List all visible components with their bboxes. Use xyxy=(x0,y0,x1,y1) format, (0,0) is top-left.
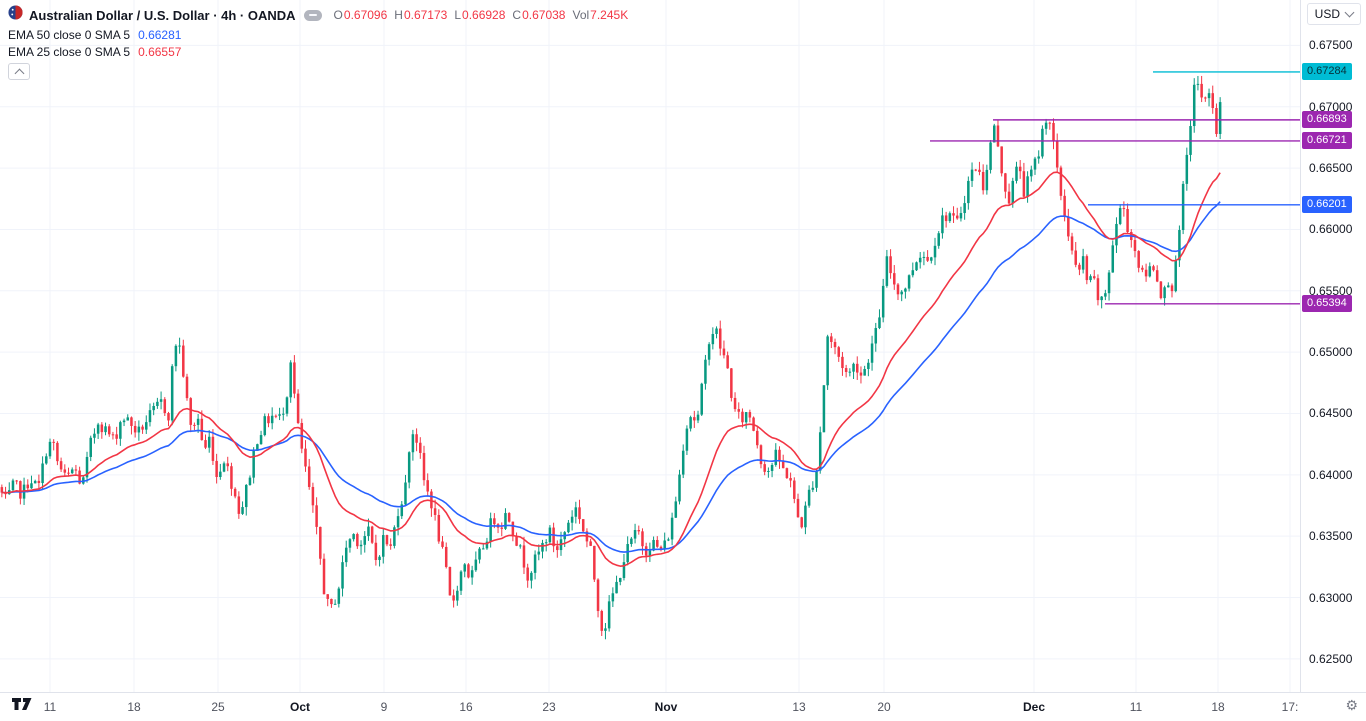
indicator-row-ema25[interactable]: EMA 25 close 0 SMA 5 0.66557 xyxy=(8,45,628,59)
indicator-label: EMA 50 close 0 SMA 5 xyxy=(8,28,131,42)
legend-more-icon[interactable] xyxy=(303,9,322,21)
price-tick-label: 0.65000 xyxy=(1309,345,1353,360)
price-tick-label: 0.67000 xyxy=(1309,99,1353,114)
indicator-row-ema50[interactable]: EMA 50 close 0 SMA 5 0.66281 xyxy=(8,28,628,42)
price-level-badge[interactable]: 0.65394 xyxy=(1302,294,1352,312)
price-level-badge[interactable]: 0.67284 xyxy=(1302,62,1352,80)
price-level-badge[interactable]: 0.66893 xyxy=(1302,110,1352,128)
indicator-value: 0.66557 xyxy=(138,45,182,59)
low-label: L xyxy=(454,8,462,22)
time-tick-label: 20 xyxy=(877,700,891,714)
ohlc-readout: O 0.67096 H 0.67173 L 0.66928 C 0.67038 Vol 7… xyxy=(334,8,629,22)
price-tick-label: 0.66500 xyxy=(1309,161,1353,176)
time-axis[interactable]: 11 18 25 Oct 9 16 23 Nov 13 20 Dec 11 18 17: xyxy=(0,692,1366,721)
price-level-badge[interactable]: 0.66201 xyxy=(1302,195,1352,213)
price-tick-label: 0.63000 xyxy=(1309,590,1353,605)
price-tick-label: 0.62500 xyxy=(1309,651,1353,666)
price-axis[interactable]: 0.67500 0.67000 0.66500 0.66000 0.65500 0.650… xyxy=(1300,0,1366,692)
low-value: 0.66928 xyxy=(462,8,506,22)
time-tick-label: 18 xyxy=(1211,700,1225,714)
price-tick-label: 0.64000 xyxy=(1309,467,1353,482)
chevron-up-icon xyxy=(14,68,24,78)
time-tick-label: 17: xyxy=(1281,700,1299,714)
indicator-value: 0.66281 xyxy=(138,28,182,42)
price-level-badge[interactable]: 0.66721 xyxy=(1302,131,1352,149)
open-label: O xyxy=(333,8,343,22)
time-tick-label: Nov xyxy=(654,700,678,714)
time-tick-label: 18 xyxy=(127,700,141,714)
high-value: 0.67173 xyxy=(403,8,448,22)
chart-legend: Australian Dollar / U.S. Dollar · 4h · O… xyxy=(8,5,628,80)
close-value: 0.67038 xyxy=(522,8,566,22)
currency-label: USD xyxy=(1314,7,1340,21)
symbol-title[interactable]: Australian Dollar / U.S. Dollar · 4h · O… xyxy=(29,7,296,23)
price-tick-label: 0.65500 xyxy=(1309,283,1353,298)
currency-selector[interactable]: USD xyxy=(1306,3,1361,25)
tradingview-logo-icon[interactable] xyxy=(12,696,34,717)
collapse-indicators-button[interactable] xyxy=(8,63,30,80)
time-tick-label: 13 xyxy=(792,700,806,714)
time-tick-label: Dec xyxy=(1022,700,1046,714)
volume-label: Vol xyxy=(572,8,590,22)
time-tick-label: 23 xyxy=(542,700,556,714)
indicator-label: EMA 25 close 0 SMA 5 xyxy=(8,45,131,59)
symbol-row: Australian Dollar / U.S. Dollar · 4h · O… xyxy=(8,5,628,25)
price-tick-label: 0.64500 xyxy=(1309,406,1353,421)
price-tick-label: 0.66000 xyxy=(1309,222,1353,237)
volume-value: 7.245K xyxy=(590,8,629,22)
candlestick-chart[interactable] xyxy=(0,0,1300,692)
time-tick-label: 11 xyxy=(1129,700,1143,714)
time-tick-label: Oct xyxy=(289,700,311,714)
time-tick-label: 16 xyxy=(459,700,473,714)
price-tick-label: 0.67500 xyxy=(1309,38,1353,53)
chart-pane[interactable] xyxy=(0,0,1300,692)
symbol-pair-icon xyxy=(8,5,23,25)
chevron-down-icon xyxy=(1344,7,1355,18)
time-tick-label: 9 xyxy=(380,700,388,714)
axis-settings-gear-icon[interactable]: ⚙ xyxy=(1345,697,1358,713)
price-tick-label: 0.63500 xyxy=(1309,529,1353,544)
time-tick-label: 11 xyxy=(43,700,57,714)
close-label: C xyxy=(512,8,522,22)
open-value: 0.67096 xyxy=(343,8,388,22)
candles xyxy=(0,75,1222,640)
time-tick-label: 25 xyxy=(211,700,225,714)
high-label: H xyxy=(394,8,403,22)
